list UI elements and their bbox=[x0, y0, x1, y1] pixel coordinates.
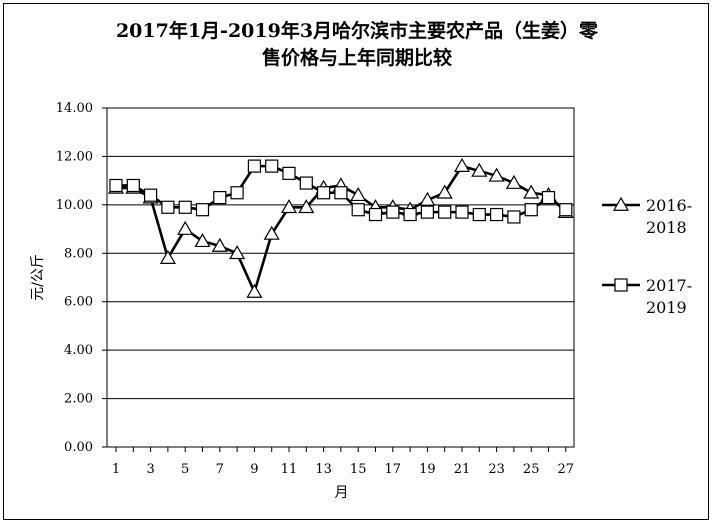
data-point-square bbox=[386, 205, 400, 219]
y-tick-label: 8.00 bbox=[64, 246, 93, 261]
data-point-triangle bbox=[436, 184, 453, 199]
series-2 bbox=[109, 159, 573, 224]
data-point-square bbox=[507, 210, 521, 224]
y-tick-label: 2.00 bbox=[64, 392, 93, 407]
data-point-triangle bbox=[177, 220, 194, 235]
data-point-square bbox=[230, 186, 244, 200]
data-point-triangle bbox=[419, 191, 436, 206]
data-point-triangle bbox=[194, 232, 211, 248]
legend-label-line-1: 2017- bbox=[646, 276, 692, 295]
data-point-triangle bbox=[246, 283, 263, 298]
y-tick-label: 10.00 bbox=[56, 198, 93, 213]
data-point-square bbox=[559, 203, 573, 217]
data-point-square bbox=[109, 178, 123, 193]
chart-title-line-1: 2017年1月-2019年3月哈尔滨市主要农产品（生姜）零 bbox=[115, 20, 599, 42]
data-point-square bbox=[420, 205, 434, 219]
data-point-square bbox=[144, 188, 158, 202]
chart-title: 2017年1月-2019年3月哈尔滨市主要农产品（生姜）零 售价格与上年同期比较 bbox=[0, 18, 714, 72]
data-point-square bbox=[490, 207, 504, 222]
legend-marker-triangle bbox=[612, 196, 630, 211]
y-tick-label: 4.00 bbox=[64, 343, 93, 358]
legend-item-1: 2016- 2018 bbox=[602, 196, 692, 237]
data-point-square bbox=[299, 176, 313, 190]
x-tick-label: 17 bbox=[385, 462, 402, 477]
y-tick-label: 14.00 bbox=[56, 101, 93, 116]
legend-label-line-1: 2016- bbox=[646, 196, 692, 215]
data-point-square bbox=[282, 166, 296, 180]
legend: 2016- 2018 2017- 2019 bbox=[602, 196, 692, 317]
legend-item-2: 2017- 2019 bbox=[602, 276, 692, 317]
legend-label-line-2: 2018 bbox=[646, 218, 687, 237]
data-point-triangle bbox=[229, 245, 246, 260]
legend-marker-square bbox=[614, 278, 628, 292]
data-point-square bbox=[368, 207, 383, 222]
data-point-square bbox=[126, 178, 140, 193]
data-point-triangle bbox=[488, 167, 505, 182]
series-1 bbox=[107, 157, 574, 298]
data-point-square bbox=[455, 205, 469, 219]
x-tick-label: 5 bbox=[181, 462, 189, 477]
data-point-square bbox=[265, 159, 279, 173]
gridlines bbox=[107, 107, 574, 448]
data-point-triangle bbox=[350, 186, 367, 202]
data-point-triangle bbox=[159, 249, 176, 264]
data-point-square bbox=[317, 186, 331, 200]
x-tick-label: 21 bbox=[454, 462, 471, 477]
data-point-triangle bbox=[298, 199, 315, 214]
data-point-square bbox=[178, 200, 192, 214]
data-point-triangle bbox=[211, 237, 228, 252]
data-point-square bbox=[524, 203, 538, 217]
x-tick-label: 11 bbox=[281, 462, 298, 477]
legend-label-line-2: 2019 bbox=[646, 298, 687, 317]
x-tick-label: 27 bbox=[558, 462, 575, 477]
data-point-square bbox=[403, 207, 417, 222]
data-point-square bbox=[195, 203, 210, 217]
chart-title-line-2: 售价格与上年同期比较 bbox=[261, 47, 452, 69]
data-point-square bbox=[438, 205, 452, 219]
x-tick-label: 15 bbox=[350, 462, 367, 477]
x-tick-label: 13 bbox=[315, 462, 332, 477]
y-axis-label: 元/公斤 bbox=[30, 254, 46, 301]
data-point-triangle bbox=[280, 199, 298, 214]
y-axis-ticks: 0.00 2.00 4.00 6.00 8.00 10.00 12.00 14.00 bbox=[56, 101, 107, 455]
data-point-square bbox=[541, 190, 556, 205]
data-point-square bbox=[161, 200, 175, 214]
x-tick-label: 25 bbox=[523, 462, 540, 477]
x-tick-label: 1 bbox=[112, 462, 120, 477]
data-point-triangle bbox=[453, 157, 471, 172]
y-tick-label: 12.00 bbox=[56, 149, 93, 164]
data-series bbox=[107, 157, 574, 298]
x-tick-label: 9 bbox=[250, 462, 258, 477]
plot-area bbox=[106, 107, 575, 448]
x-axis-label: 月 bbox=[335, 485, 349, 501]
data-point-square bbox=[351, 203, 365, 217]
data-point-square bbox=[472, 207, 486, 222]
data-point-square bbox=[247, 159, 261, 173]
data-point-square bbox=[213, 190, 227, 205]
x-tick-label: 3 bbox=[146, 462, 154, 477]
data-point-triangle bbox=[523, 184, 540, 199]
data-point-triangle bbox=[263, 225, 280, 240]
chart-frame bbox=[3, 3, 709, 520]
x-tick-label: 7 bbox=[216, 462, 224, 477]
data-point-triangle bbox=[505, 174, 522, 189]
x-tick-label: 23 bbox=[488, 462, 505, 477]
data-point-square bbox=[334, 186, 348, 200]
data-point-triangle bbox=[471, 162, 488, 177]
x-tick-label: 19 bbox=[419, 462, 436, 477]
y-tick-label: 6.00 bbox=[64, 295, 93, 310]
x-axis-ticks: 1 3 5 7 9 11 13 15 17 19 21 23 25 27 bbox=[112, 447, 574, 477]
y-tick-label: 0.00 bbox=[64, 440, 93, 455]
